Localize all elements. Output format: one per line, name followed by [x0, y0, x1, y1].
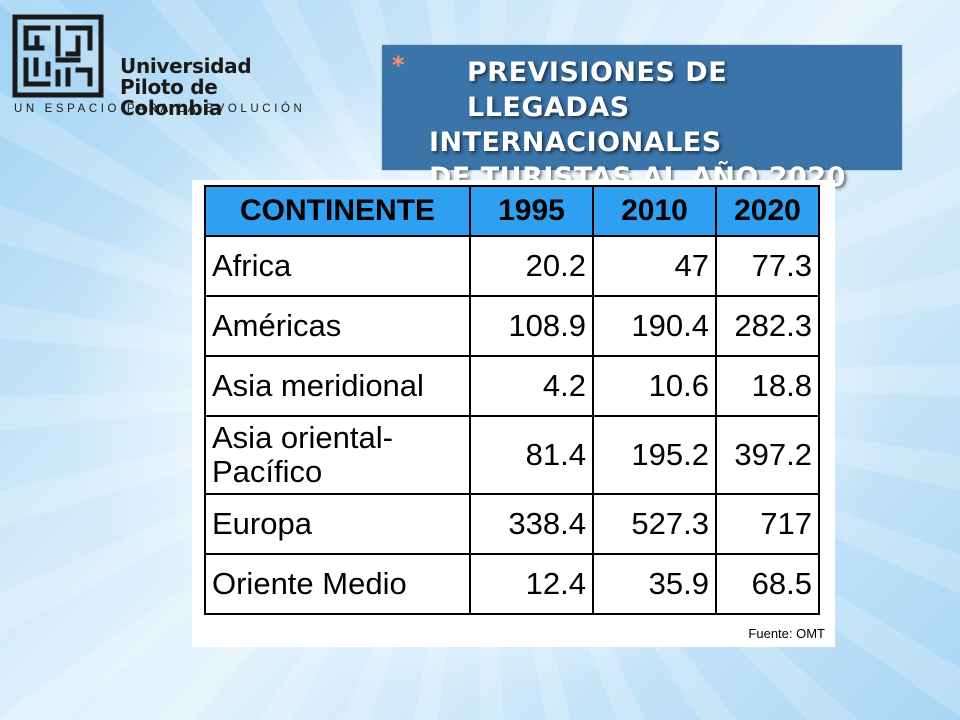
- cell-1995: 108.9: [469, 295, 594, 357]
- cell-continent: Africa: [204, 235, 471, 297]
- column-header-2010: 2010: [592, 185, 717, 237]
- cell-continent: Américas: [204, 295, 471, 357]
- cell-2010: 190.4: [592, 295, 717, 357]
- table-row: Oriente Medio 12.4 35.9 68.5: [204, 553, 820, 615]
- title-line-2: INTERNACIONALES: [429, 127, 722, 158]
- cell-2020: 77.3: [715, 235, 820, 297]
- university-name-line1: Universidad: [120, 54, 252, 78]
- cell-1995: 20.2: [469, 235, 594, 297]
- cell-1995: 12.4: [469, 553, 594, 615]
- cell-continent: Asia oriental- Pacífico: [204, 415, 471, 495]
- cell-2020: 18.8: [715, 355, 820, 417]
- maze-logo-icon: [12, 14, 104, 98]
- title-box: * PREVISIONES DE LLEGADAS INTERNACIONALE…: [382, 45, 902, 193]
- cell-continent: Europa: [204, 493, 471, 555]
- source-note: Fuente: OMT: [748, 626, 825, 641]
- cell-2010: 527.3: [592, 493, 717, 555]
- column-header-1995: 1995: [469, 185, 594, 237]
- cell-1995: 338.4: [469, 493, 594, 555]
- cell-2020: 717: [715, 493, 820, 555]
- cell-2020: 68.5: [715, 553, 820, 615]
- university-logo: Universidad Piloto de Colombia UN ESPACI…: [12, 14, 312, 119]
- cell-continent: Oriente Medio: [204, 553, 471, 615]
- university-name-line2: Piloto de Colombia: [120, 75, 223, 120]
- table-row: Asia oriental- Pacífico 81.4 195.2 397.2: [204, 415, 820, 495]
- slide-title: PREVISIONES DE LLEGADAS INTERNACIONALES …: [429, 55, 899, 195]
- cell-1995: 4.2: [469, 355, 594, 417]
- table-row: Asia meridional 4.2 10.6 18.8: [204, 355, 820, 417]
- title-line-1: PREVISIONES DE LLEGADAS: [467, 57, 728, 123]
- cell-2010: 10.6: [592, 355, 717, 417]
- university-tagline: UN ESPACIO PARA LA EVOLUCIÓN: [14, 103, 306, 115]
- cell-2020: 397.2: [715, 415, 820, 495]
- table-header-row: CONTINENTE 1995 2010 2020: [204, 185, 820, 237]
- table-body: Africa 20.2 47 77.3 Américas 108.9 190.4 282.3 A…: [204, 235, 820, 615]
- university-name: Universidad Piloto de Colombia: [120, 56, 312, 119]
- cell-2010: 35.9: [592, 553, 717, 615]
- table-panel: CONTINENTE 1995 2010 2020 Africa 20.2 47 77…: [192, 180, 835, 647]
- cell-2010: 195.2: [592, 415, 717, 495]
- arrivals-table: CONTINENTE 1995 2010 2020 Africa 20.2 47 77…: [204, 185, 820, 615]
- column-header-continent: CONTINENTE: [204, 185, 471, 237]
- cell-2010: 47: [592, 235, 717, 297]
- cell-2020: 282.3: [715, 295, 820, 357]
- title-bullet: *: [392, 51, 405, 79]
- cell-1995: 81.4: [469, 415, 594, 495]
- column-header-2020: 2020: [715, 185, 820, 237]
- table-row: Europa 338.4 527.3 717: [204, 493, 820, 555]
- table-row: Africa 20.2 47 77.3: [204, 235, 820, 297]
- table-row: Américas 108.9 190.4 282.3: [204, 295, 820, 357]
- cell-continent: Asia meridional: [204, 355, 471, 417]
